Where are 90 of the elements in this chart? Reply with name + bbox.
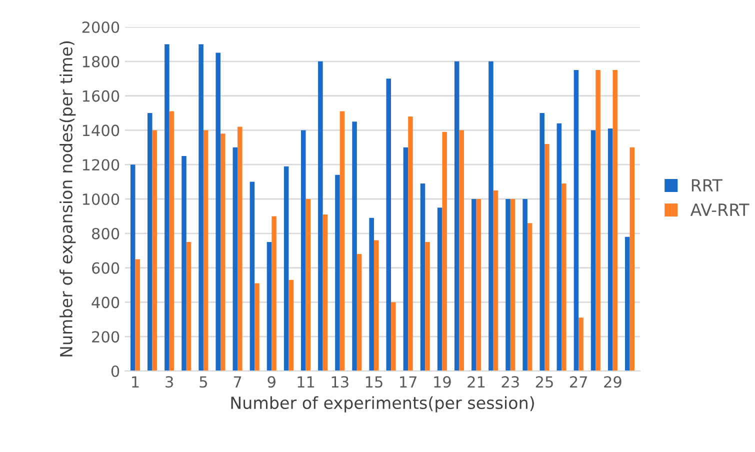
x-axis-title: Number of experiments(per session) — [231, 396, 534, 412]
x-tick-label: 15 — [366, 376, 382, 388]
bar — [459, 130, 464, 371]
x-tick-label: 13 — [332, 376, 348, 388]
bar — [630, 147, 635, 371]
y-tick-label: 0 — [111, 365, 120, 378]
bar — [254, 283, 260, 371]
bar — [148, 113, 152, 371]
y-tick-label: 1000 — [82, 193, 120, 206]
bar — [596, 70, 600, 371]
bar — [437, 208, 442, 371]
bar — [369, 218, 374, 371]
bar — [540, 113, 545, 371]
bar — [562, 184, 566, 371]
x-tick-label: 7 — [234, 376, 242, 388]
bar — [386, 78, 392, 371]
legend-label: AV-RRT — [690, 204, 750, 216]
bar — [624, 236, 630, 371]
bar — [612, 70, 618, 371]
bar — [272, 216, 276, 371]
bar — [164, 44, 170, 371]
bar — [186, 242, 192, 371]
x-tick-label: 21 — [468, 376, 485, 388]
x-tick-label: 3 — [166, 376, 173, 388]
bar — [250, 182, 255, 371]
y-tick-label: 400 — [92, 296, 120, 308]
y-tick-label: 600 — [92, 262, 120, 274]
bar — [169, 111, 174, 371]
y-tick-label: 1600 — [82, 90, 120, 102]
bar — [425, 242, 430, 371]
bar — [238, 126, 242, 371]
bar — [203, 130, 208, 371]
bar — [578, 318, 584, 371]
y-tick-label: 2000 — [82, 21, 120, 34]
bar — [391, 302, 396, 371]
x-tick-label: 9 — [268, 376, 276, 388]
y-tick-label: 200 — [92, 331, 120, 343]
y-tick-label: 1800 — [82, 56, 120, 68]
bar — [476, 199, 482, 371]
y-tick-label: 1400 — [82, 124, 120, 136]
bar — [522, 199, 528, 371]
bar — [352, 122, 357, 371]
bar — [493, 190, 498, 371]
legend-label: RRT — [692, 179, 722, 192]
x-tick-label: 19 — [434, 376, 451, 388]
bar — [152, 130, 158, 371]
bar — [442, 132, 447, 371]
bar — [574, 70, 579, 371]
x-tick-label: 29 — [604, 376, 622, 388]
bar — [318, 61, 323, 371]
bar — [288, 280, 294, 371]
bar — [590, 130, 596, 371]
bar — [340, 111, 345, 371]
bar — [556, 123, 562, 371]
x-tick-label: 17 — [400, 376, 416, 388]
bar — [284, 166, 289, 371]
x-tick-label: 27 — [570, 376, 588, 388]
bar — [182, 156, 186, 371]
y-axis-title: Number of expansion nodes(per time) — [60, 41, 76, 356]
bar — [506, 199, 510, 371]
bar — [220, 134, 226, 371]
bar — [472, 199, 476, 371]
bar — [232, 147, 238, 371]
y-tick-label: 800 — [92, 228, 120, 240]
bar — [454, 61, 460, 371]
bar — [488, 61, 494, 371]
bar — [216, 52, 220, 371]
bar — [420, 184, 426, 371]
bar — [527, 223, 532, 371]
bar — [374, 240, 379, 371]
bar — [356, 254, 362, 371]
bar — [130, 164, 136, 371]
x-tick-label: 25 — [536, 376, 553, 388]
bar — [608, 128, 613, 371]
bar — [544, 144, 550, 371]
x-tick-label: 5 — [200, 376, 207, 388]
bar — [408, 116, 413, 371]
x-tick-label: 23 — [502, 376, 519, 388]
bar — [198, 44, 204, 371]
y-tick-label: 1200 — [82, 159, 120, 171]
x-tick-label: 11 — [298, 376, 314, 388]
bar — [403, 147, 408, 371]
bar — [266, 242, 272, 371]
bar — [322, 214, 328, 371]
bar — [510, 199, 516, 371]
bar — [300, 130, 306, 371]
bar — [306, 199, 311, 371]
x-tick-label: 1 — [132, 376, 139, 388]
bar — [135, 259, 140, 371]
bar — [335, 174, 340, 371]
